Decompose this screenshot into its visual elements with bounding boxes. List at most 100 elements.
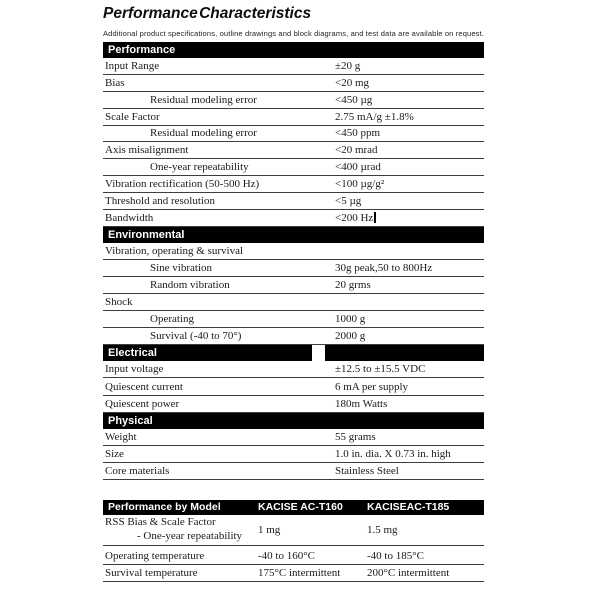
spec-row: Axis misalignment <20 mrad xyxy=(103,142,484,160)
spec-value-text: 180m Watts xyxy=(335,397,388,410)
section-header-label: Performance xyxy=(108,44,176,56)
spec-value: 2000 g xyxy=(335,330,365,342)
spec-value-text: <450 ppm xyxy=(335,127,381,140)
spec-label: Vibration, operating & survival xyxy=(105,244,244,257)
spec-row: Quiescent current 6 mA per supply xyxy=(103,378,484,396)
spec-row: Bandwidth <200 Hz xyxy=(103,210,484,227)
section-electrical: Electrical Input voltage ±12.5 to ±15.5 VD… xyxy=(103,344,484,413)
spec-value: 2.75 mA/g ±1.8% xyxy=(335,111,414,123)
spec-value-text: Stainless Steel xyxy=(335,464,399,477)
model-row-label-line1: RSS Bias & Scale Factor xyxy=(105,516,216,528)
spec-label: Quiescent current xyxy=(105,380,183,393)
spec-label: Survival (-40 to 70°) xyxy=(150,329,242,342)
spec-row: Residual modeling error <450 µg xyxy=(103,92,484,109)
spec-value: 55 grams xyxy=(335,431,376,443)
spec-value-text: <450 µg xyxy=(335,93,373,106)
spec-value: <200 Hz xyxy=(335,211,376,224)
section-header-label: Environmental xyxy=(108,228,185,241)
spec-value: 1.0 in. dia. X 0.73 in. high xyxy=(335,448,451,460)
spec-row: Vibration, operating & survival xyxy=(103,243,484,260)
model-cell: 175°C intermittent xyxy=(258,567,341,579)
spec-label: Vibration rectification (50-500 Hz) xyxy=(105,178,260,191)
section-header-label: Physical xyxy=(108,414,153,427)
spec-label: Residual modeling error xyxy=(150,127,257,140)
spec-value-text: 2.75 mA/g ±1.8% xyxy=(335,110,414,123)
spec-value: ±12.5 to ±15.5 VDC xyxy=(335,363,425,375)
spec-value: 30g peak,50 to 800Hz xyxy=(335,262,432,274)
spec-value-text: 2000 g xyxy=(335,329,366,342)
spec-row: Sine vibration 30g peak,50 to 800Hz xyxy=(103,260,484,277)
section-environmental: Environmental Vibration, operating & surv… xyxy=(103,226,484,345)
spec-row: Vibration rectification (50-500 Hz) <100 … xyxy=(103,176,484,194)
spec-label: Quiescent power xyxy=(105,397,180,410)
spec-row: Core materials Stainless Steel xyxy=(103,463,484,480)
spec-value: ±20 g xyxy=(335,60,360,72)
spec-value: 20 grms xyxy=(335,279,371,291)
spec-value: <20 mg xyxy=(335,77,369,89)
spec-label: Input Range xyxy=(105,59,160,72)
spec-value-text: <5 µg xyxy=(335,195,362,208)
section-header-label: Electrical xyxy=(108,346,157,359)
spec-value-text: ±12.5 to ±15.5 VDC xyxy=(335,363,426,376)
spec-value-text: ±20 g xyxy=(335,59,361,72)
model-row: Survival temperature 175°C intermittent 20… xyxy=(103,565,484,582)
spec-label: Input voltage xyxy=(105,363,164,376)
page-subtitle: Additional product specifications, outli… xyxy=(103,29,485,38)
page-title: Performance Characteristics xyxy=(103,5,312,22)
spec-label: Scale Factor xyxy=(105,110,160,123)
spec-row: One-year repeatability <400 µrad xyxy=(103,159,484,177)
model-row: RSS Bias & Scale Factor - One-year repeat… xyxy=(103,515,484,546)
model-header-col-t160: KACISE AC-T160 xyxy=(258,501,343,513)
spec-row: Weight 55 grams xyxy=(103,429,484,446)
model-header-col-t185: KACISEAC-T185 xyxy=(367,501,450,513)
spec-value: <400 µrad xyxy=(335,161,381,173)
spec-value-text: 55 grams xyxy=(335,430,376,443)
spec-label: Shock xyxy=(105,295,133,308)
spec-value-text: <100 µg/g² xyxy=(335,178,385,191)
model-cell: 1.5 mg xyxy=(367,524,398,536)
spec-value: <450 ppm xyxy=(335,127,380,139)
section-header-bar: Electrical xyxy=(103,344,484,361)
spec-row: Input voltage ±12.5 to ±15.5 VDC xyxy=(103,361,484,379)
section-header-bar: Physical xyxy=(103,412,484,429)
spec-label: One-year repeatability xyxy=(150,161,249,174)
model-table-header: Performance by Model KACISE AC-T160 KACISE… xyxy=(103,500,484,515)
spec-label: Threshold and resolution xyxy=(105,195,215,208)
model-header-title: Performance by Model xyxy=(108,501,221,513)
header-bar-gap xyxy=(312,344,325,361)
spec-value-text: 6 mA per supply xyxy=(335,380,409,393)
model-row-label: Operating temperature xyxy=(105,550,205,562)
spec-row: Input Range ±20 g xyxy=(103,58,484,75)
spec-label: Core materials xyxy=(105,464,170,477)
section-physical: Physical Weight 55 grams Size 1.0 in. dia. X… xyxy=(103,412,484,480)
spec-value: <20 mrad xyxy=(335,144,378,156)
spec-label: Sine vibration xyxy=(150,261,213,274)
spec-value: <450 µg xyxy=(335,94,372,106)
spec-value: <5 µg xyxy=(335,195,361,207)
spec-label: Bias xyxy=(105,76,125,89)
spec-value-text: 20 grms xyxy=(335,278,371,291)
model-cell: 1 mg xyxy=(258,524,281,536)
model-cell: -40 to 185°C xyxy=(367,550,424,562)
section-performance: Performance Input Range ±20 g Bias <20 mg Res… xyxy=(103,42,484,227)
spec-label: Size xyxy=(105,447,124,460)
spec-row: Shock xyxy=(103,294,484,311)
spec-table: Performance Input Range ±20 g Bias <20 mg Res… xyxy=(103,42,484,480)
spec-row: Residual modeling error <450 ppm xyxy=(103,126,484,143)
section-header-bar: Performance xyxy=(103,42,484,58)
spec-value-text: 30g peak,50 to 800Hz xyxy=(335,261,433,274)
spec-label: Weight xyxy=(105,430,137,443)
spec-value: 1000 g xyxy=(335,313,365,325)
spec-value: 180m Watts xyxy=(335,398,387,410)
spec-value: 6 mA per supply xyxy=(335,381,408,393)
spec-value-text: <200 Hz xyxy=(335,211,374,224)
model-row-label-line2: - One-year repeatability xyxy=(137,530,243,542)
model-cell: -40 to 160°C xyxy=(258,550,315,562)
spec-label: Residual modeling error xyxy=(150,93,257,106)
spec-row: Operating 1000 g xyxy=(103,311,484,328)
spec-row: Bias <20 mg xyxy=(103,75,484,92)
spec-label: Bandwidth xyxy=(105,211,154,224)
spec-row: Scale Factor 2.75 mA/g ±1.8% xyxy=(103,109,484,126)
spec-row: Quiescent power 180m Watts xyxy=(103,396,484,413)
